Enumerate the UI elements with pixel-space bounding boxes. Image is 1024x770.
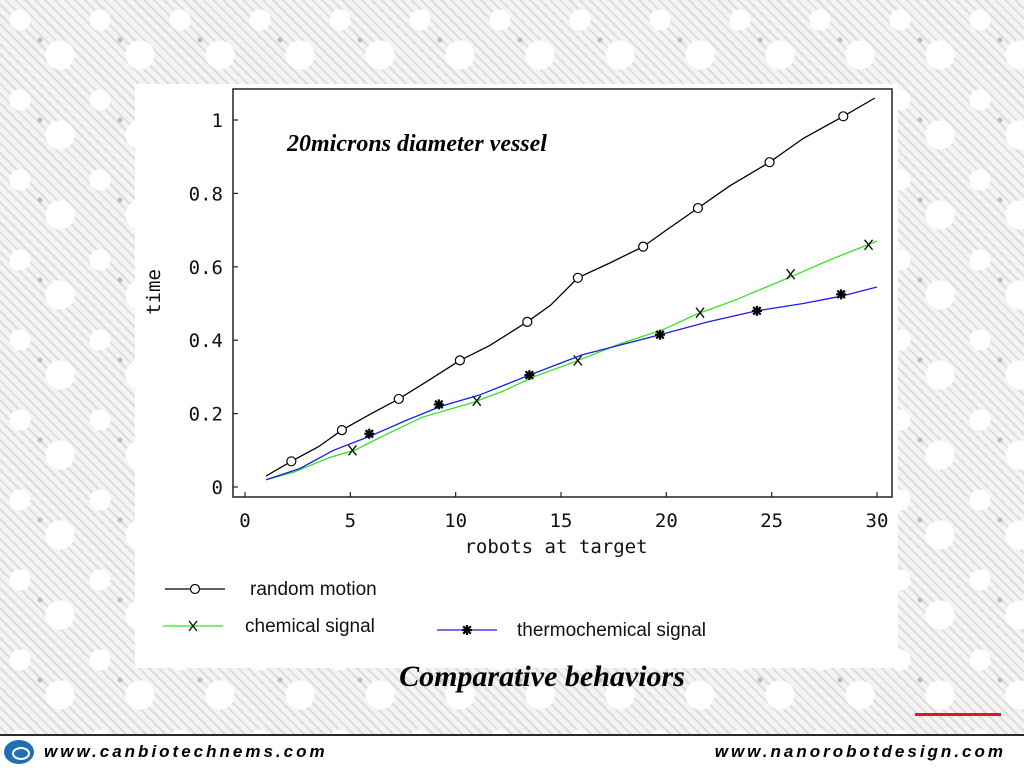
circle-marker xyxy=(638,241,649,252)
x-marker xyxy=(188,620,198,632)
asterisk-marker xyxy=(364,428,375,439)
y-tick-label: 0.2 xyxy=(189,404,223,426)
circle-marker xyxy=(336,425,348,436)
plot-frame xyxy=(232,88,893,498)
asterisk-marker xyxy=(655,329,666,340)
asterisk-marker xyxy=(462,625,472,635)
circle-marker xyxy=(286,456,297,467)
series-line xyxy=(265,97,876,477)
x-tick-label: 10 xyxy=(444,510,467,532)
series-random-motion xyxy=(265,97,876,477)
circle-marker xyxy=(393,393,404,405)
circle-marker xyxy=(572,272,583,283)
asterisk-marker xyxy=(433,399,444,410)
series-layer xyxy=(265,97,878,481)
x-marker xyxy=(786,268,796,280)
chart-panel: 20microns diameter vessel time robots at… xyxy=(135,84,898,668)
circle-marker xyxy=(189,583,201,595)
footer-link-nanorobotdesign[interactable]: www.nanorobotdesign.com xyxy=(714,742,1006,761)
legend-label: random motion xyxy=(250,579,377,600)
x-marker xyxy=(864,239,874,251)
x-marker xyxy=(695,307,705,319)
x-axis-label: robots at target xyxy=(464,536,647,558)
legend-label: chemical signal xyxy=(245,616,375,637)
x-marker xyxy=(347,444,357,456)
legend-entry: random motion xyxy=(165,579,377,600)
x-tick-label: 0 xyxy=(239,510,250,532)
legend-entry: chemical signal xyxy=(163,616,375,637)
x-tick-label: 15 xyxy=(550,510,573,532)
x-tick-label: 5 xyxy=(345,510,356,532)
asterisk-marker xyxy=(836,289,847,300)
series-line xyxy=(265,240,878,481)
y-tick-label: 1 xyxy=(212,110,223,132)
circle-marker xyxy=(764,157,775,168)
chart-svg: 20microns diameter vessel time robots at… xyxy=(143,88,893,641)
circle-marker xyxy=(692,202,704,214)
asterisk-marker xyxy=(751,305,762,316)
series-thermochemical-signal xyxy=(265,286,878,481)
x-marker xyxy=(472,395,482,407)
series-line xyxy=(265,286,878,481)
y-tick-label: 0 xyxy=(212,477,223,499)
footer-link-canbiotechnems[interactable]: www.canbiotechnems.com xyxy=(44,742,328,761)
footer-bar: www.canbiotechnems.com www.nanorobotdesi… xyxy=(0,734,1024,770)
x-tick-label: 30 xyxy=(866,510,889,532)
globe-logo-icon xyxy=(4,740,34,764)
y-tick-label: 0.8 xyxy=(189,183,223,205)
circle-marker xyxy=(454,355,465,366)
y-axis-label: time xyxy=(143,269,165,315)
slide-title: Comparative behaviors xyxy=(399,660,685,693)
x-tick-label: 20 xyxy=(655,510,678,532)
asterisk-marker xyxy=(524,370,535,381)
legend-entry: thermochemical signal xyxy=(437,620,706,641)
circle-marker xyxy=(522,316,533,327)
y-tick-label: 0.6 xyxy=(189,257,223,279)
axis-ticks: 0 5 10 15 20 25 30 0 0.2 0.4 0.6 0.8 1 xyxy=(189,110,889,532)
legend-label: thermochemical signal xyxy=(517,620,706,641)
legend: random motion chemical signal thermochemic… xyxy=(163,579,706,641)
series-chemical-signal xyxy=(265,239,878,481)
x-tick-label: 25 xyxy=(760,510,783,532)
accent-line xyxy=(915,713,1001,716)
circle-marker xyxy=(838,111,849,122)
y-tick-label: 0.4 xyxy=(189,330,223,352)
chart-title: 20microns diameter vessel xyxy=(286,131,547,157)
